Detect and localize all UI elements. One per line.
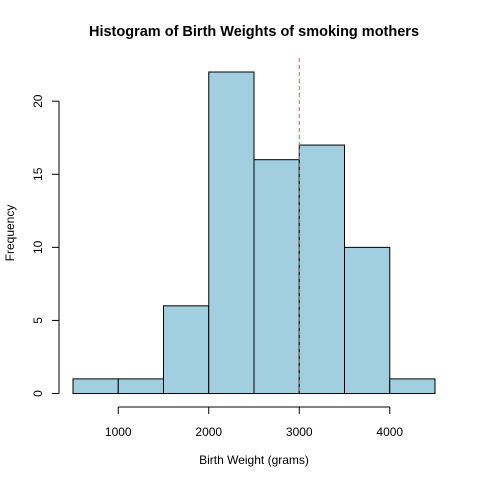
y-tick-label-5: 5 xyxy=(31,317,45,324)
x-tick-label-1000: 1000 xyxy=(105,425,132,439)
x-axis: 1000 2000 3000 4000 xyxy=(105,406,403,439)
x-axis-label: Birth Weight (grams) xyxy=(199,453,309,467)
x-tick-label-2000: 2000 xyxy=(195,425,222,439)
y-axis: 0 5 10 15 20 xyxy=(31,94,60,397)
x-tick-label-3000: 3000 xyxy=(286,425,313,439)
histogram-bar-1 xyxy=(72,378,119,394)
y-tick-label-15: 15 xyxy=(31,167,45,181)
histogram-bar-3 xyxy=(163,305,210,394)
y-tick-label-10: 10 xyxy=(31,240,45,254)
histogram-bar-7 xyxy=(344,246,391,394)
histogram-bar-8 xyxy=(389,378,436,394)
chart-title: Histogram of Birth Weights of smoking mo… xyxy=(89,24,419,40)
x-tick-label-4000: 4000 xyxy=(376,425,403,439)
bars-group xyxy=(72,71,436,394)
y-axis-label: Frequency xyxy=(3,205,17,262)
y-tick-label-20: 20 xyxy=(31,94,45,108)
histogram-bar-5 xyxy=(253,159,300,394)
histogram-bar-6 xyxy=(298,144,345,394)
y-tick-label-0: 0 xyxy=(31,390,45,397)
histogram-bar-4 xyxy=(208,71,255,394)
histogram-bar-2 xyxy=(117,378,164,394)
